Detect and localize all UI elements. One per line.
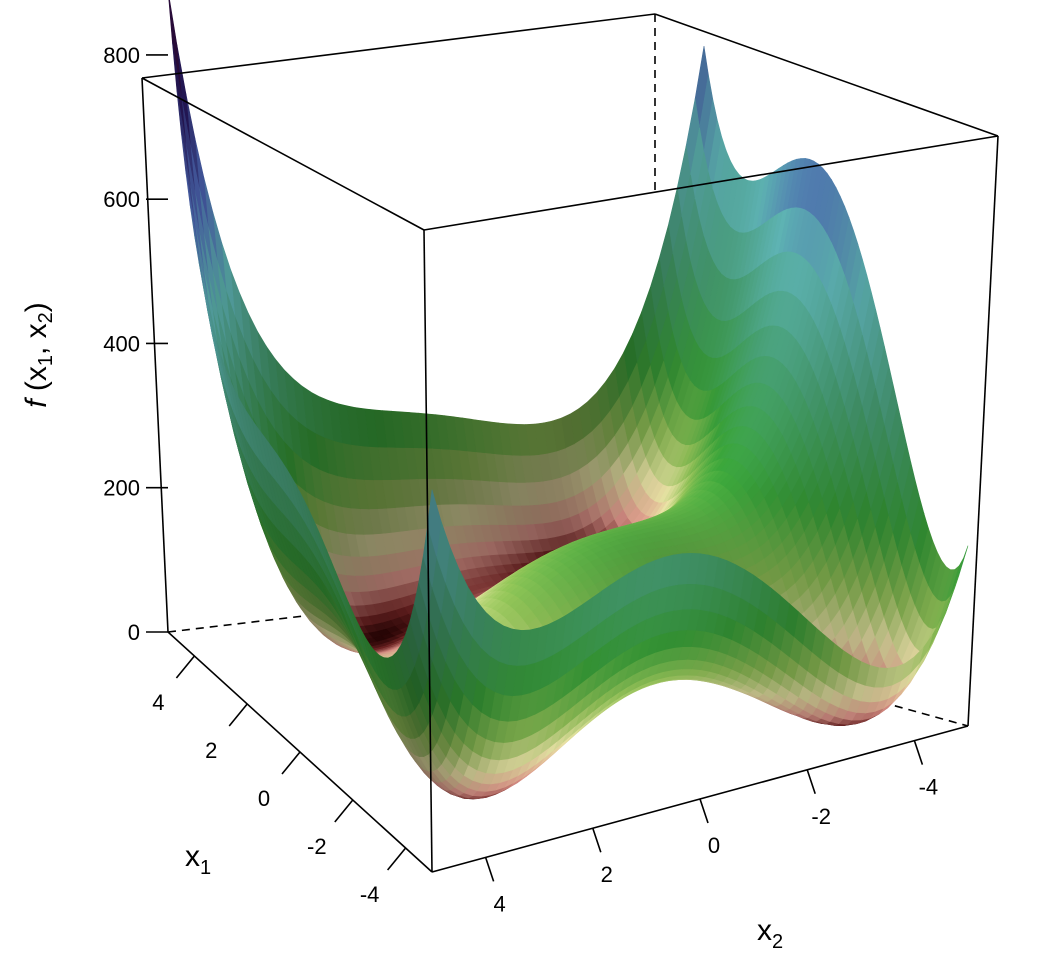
x1-tick-label: 4 bbox=[152, 690, 164, 715]
x1-axis-title: x1 bbox=[185, 840, 211, 879]
x2-tick bbox=[913, 740, 924, 765]
x2-tick-label: 2 bbox=[601, 862, 613, 887]
z-tick-label: 600 bbox=[103, 187, 140, 212]
surface-mesh bbox=[168, 0, 969, 800]
edge-top-back-left bbox=[141, 13, 656, 79]
x1-tick-label: -2 bbox=[307, 834, 327, 859]
x2-axis-title: x2 bbox=[757, 914, 783, 953]
x1-tick-label: 2 bbox=[205, 738, 217, 763]
z-axis-title-sub1: 1 bbox=[35, 355, 57, 366]
x2-tick-label: -4 bbox=[919, 775, 939, 800]
z-axis-title: f (x1, x2) bbox=[20, 302, 57, 408]
x1-tick bbox=[175, 655, 196, 679]
z-tick-label: 0 bbox=[128, 620, 140, 645]
x1-tick bbox=[228, 703, 248, 727]
x2-tick-label: 0 bbox=[708, 833, 720, 858]
x2-tick-label: 4 bbox=[493, 891, 505, 916]
x1-axis-title-base: x bbox=[185, 840, 200, 873]
x1-tick-label: -4 bbox=[360, 882, 380, 907]
z-axis-title-close: ) bbox=[20, 302, 53, 312]
x2-axis-title-sub: 2 bbox=[772, 931, 783, 953]
edge-vertical-right bbox=[967, 135, 999, 727]
x1-tick bbox=[386, 847, 407, 871]
x1-tick-label: 0 bbox=[258, 786, 270, 811]
z-axis-title-sub2: 2 bbox=[35, 312, 57, 323]
x2-tick bbox=[592, 827, 602, 853]
x1-axis-title-sub: 1 bbox=[200, 857, 211, 879]
z-tick-label: 800 bbox=[103, 43, 140, 68]
x1-tick bbox=[281, 751, 301, 775]
z-tick-label: 200 bbox=[103, 476, 140, 501]
x1-tick bbox=[334, 799, 354, 823]
x2-tick bbox=[806, 769, 816, 795]
z-axis-title-mid: , x bbox=[20, 323, 53, 355]
z-axis-title-open: (x bbox=[20, 366, 53, 399]
edge-vertical-left bbox=[141, 77, 169, 633]
x2-axis-title-base: x bbox=[757, 914, 772, 947]
x2-tick bbox=[484, 857, 495, 882]
x2-tick-label: -2 bbox=[811, 804, 831, 829]
surface-facet bbox=[168, 0, 182, 97]
x2-tick bbox=[699, 798, 709, 824]
z-tick-label: 400 bbox=[103, 331, 140, 356]
